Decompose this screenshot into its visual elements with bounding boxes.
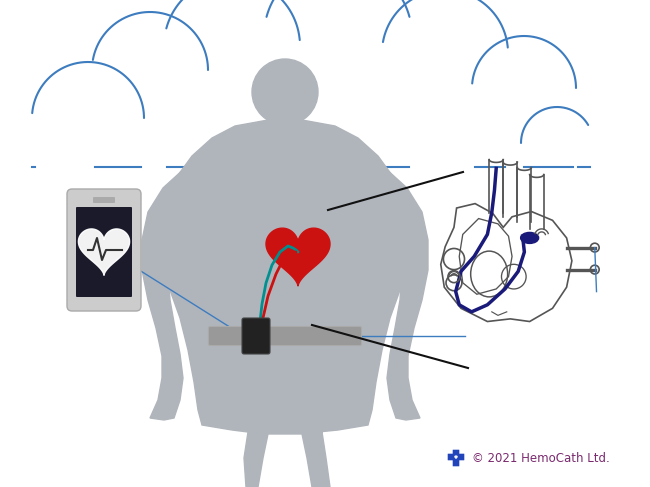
FancyBboxPatch shape	[93, 197, 115, 203]
Ellipse shape	[521, 232, 539, 244]
FancyBboxPatch shape	[242, 318, 270, 354]
Circle shape	[252, 59, 318, 125]
FancyBboxPatch shape	[76, 207, 132, 297]
FancyBboxPatch shape	[448, 454, 464, 460]
FancyBboxPatch shape	[209, 326, 361, 345]
Polygon shape	[142, 152, 218, 420]
Polygon shape	[455, 456, 457, 458]
Polygon shape	[79, 229, 129, 275]
Polygon shape	[352, 152, 428, 420]
Polygon shape	[266, 228, 330, 286]
FancyBboxPatch shape	[452, 450, 460, 466]
FancyBboxPatch shape	[67, 189, 141, 311]
Polygon shape	[160, 120, 410, 487]
Text: © 2021 HemoCath Ltd.: © 2021 HemoCath Ltd.	[472, 452, 610, 466]
